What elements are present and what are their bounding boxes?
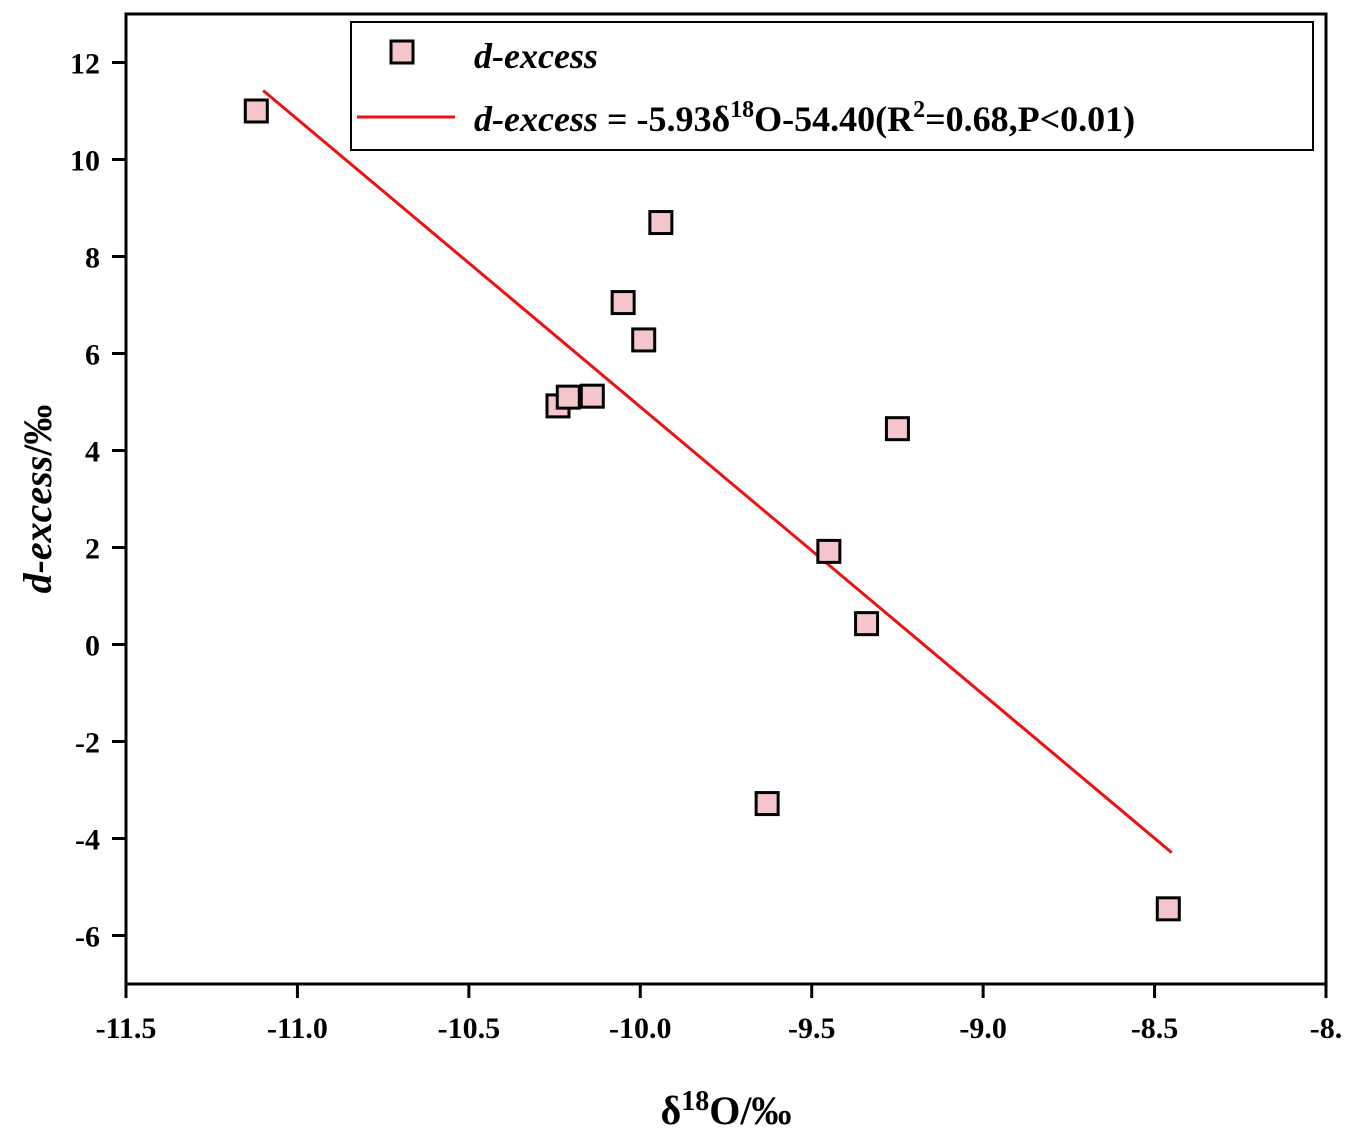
scatter-point [884,416,910,442]
x-tick-label: -10.5 [438,1012,501,1045]
y-tick-label: 10 [70,145,100,178]
x-tick-label: -9.5 [788,1012,836,1045]
x-tick-label: -8. [1310,1012,1343,1045]
y-tick-label: 4 [85,436,100,469]
x-tick-label: -8.5 [1131,1012,1179,1045]
y-tick-label: 2 [85,533,100,566]
legend-marker-scatter [389,39,415,65]
y-tick-label: -2 [75,727,100,760]
x-tick-label: -11.0 [267,1012,328,1045]
scatter-point [1155,896,1181,922]
data-series [243,89,1181,922]
scatter-point [816,538,842,564]
x-tick-label: -9.0 [959,1012,1007,1045]
legend-label-scatter: d-excess [474,36,598,76]
legend: d-excess d-excess = -5.93δ18O-54.40(R2=0… [350,21,1314,151]
y-axis-title: d-excess/‰ [15,405,60,594]
regression-line [262,89,1173,854]
y-tick-label: 6 [85,339,100,372]
y-tick-label: 12 [70,48,100,81]
legend-box [350,21,1314,151]
scatter-point [579,383,605,409]
scatter-point [243,98,269,124]
scatter-point [754,791,780,817]
y-tick-label: 8 [85,242,100,275]
y-tick-label: -4 [75,824,100,857]
x-axis: -11.5 -11.0 -10.5 -10.0 -9.5 -9.0 -8.5 -8. [96,984,1343,1045]
y-tick-label: 0 [85,630,100,663]
scatter-point [555,384,581,410]
x-tick-label: -10.0 [609,1012,672,1045]
y-tick-label: -6 [75,921,100,954]
scatter-point [631,327,657,353]
y-axis: -6 -4 -2 0 2 4 6 8 10 12 [70,48,126,954]
legend-label-regression: d-excess = -5.93δ18O-54.40(R2=0.68,P<0.0… [474,97,1135,139]
scatter-point [648,210,674,236]
x-axis-title: δ18O/‰ [661,1086,792,1133]
scatter-point [854,611,880,637]
plot-frame [124,12,1328,986]
x-tick-label: -11.5 [96,1012,157,1045]
scatter-point [610,290,636,316]
